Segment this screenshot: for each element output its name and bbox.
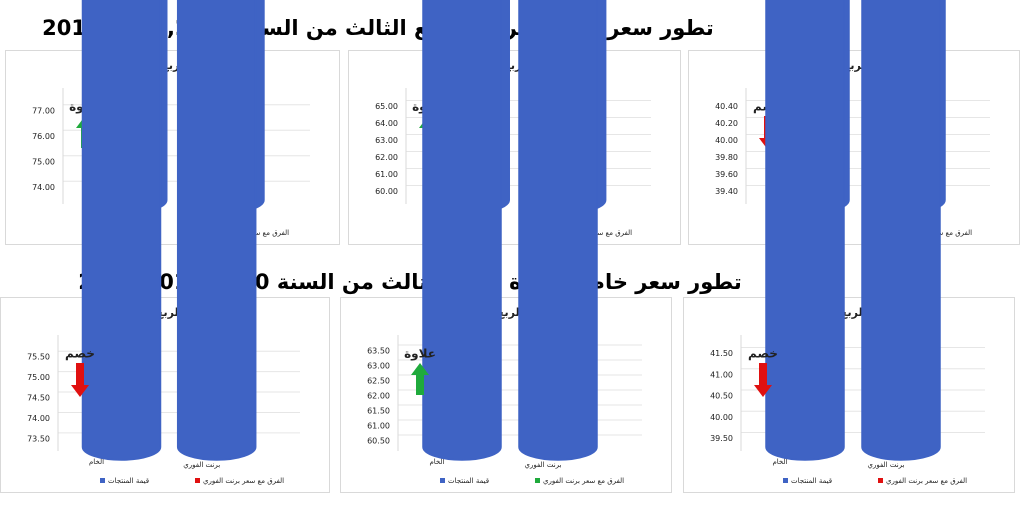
y-tick-label: 75.50 [27, 353, 50, 362]
legend-swatch [783, 478, 788, 483]
legend-swatch [878, 478, 883, 483]
y-tick-label: 62.50 [367, 377, 390, 386]
y-tick-label: 74.50 [27, 394, 50, 403]
chart-panel [0, 297, 330, 493]
y-tick-label: 60.50 [367, 437, 390, 446]
chart-panel [683, 297, 1015, 493]
x-tick-label: الخام [429, 458, 444, 466]
y-tick-label: 41.50 [710, 349, 733, 358]
chart-panel [348, 50, 681, 245]
y-tick-label: 77.00 [32, 106, 55, 115]
cylinder-segment [422, 0, 502, 461]
y-tick-label: 74.00 [32, 183, 55, 192]
annotation: خصم [748, 347, 778, 361]
arrow [71, 363, 89, 397]
arrow [754, 363, 772, 397]
chart-panel [340, 297, 672, 493]
y-tick-label: 61.00 [367, 422, 390, 431]
x-tick-label: الخام [89, 458, 104, 466]
annotation: خصم [65, 347, 95, 361]
y-tick-label: 75.00 [27, 373, 50, 382]
y-tick-label: 40.20 [715, 119, 738, 128]
cylinder-segment [861, 0, 941, 461]
y-tick-label: 75.00 [32, 157, 55, 166]
legend-swatch [535, 478, 540, 483]
cylinder-segment [765, 0, 845, 461]
legend-label: الفرق مع سعر برنت الفوري [886, 477, 967, 485]
y-tick-label: 63.50 [367, 347, 390, 356]
legend-label: قيمة المنتجات [108, 477, 149, 485]
y-tick-label: 63.00 [375, 136, 398, 145]
legend-label: الفرق مع سعر برنت الفوري [543, 477, 624, 485]
legend-swatch [100, 478, 105, 483]
y-tick-label: 62.00 [375, 153, 398, 162]
y-tick-label: 61.50 [367, 407, 390, 416]
y-tick-label: 40.40 [715, 102, 738, 111]
legend-swatch [195, 478, 200, 483]
x-tick-label: برنت الفوري [525, 461, 562, 469]
arrow [411, 363, 429, 395]
y-tick-label: 73.50 [27, 434, 50, 443]
y-tick-label: 39.60 [715, 170, 738, 179]
y-tick-label: 41.00 [710, 370, 733, 379]
chart-panel [5, 50, 340, 245]
y-tick-label: 62.00 [367, 392, 390, 401]
y-tick-label: 39.50 [710, 434, 733, 443]
y-tick-label: 39.40 [715, 187, 738, 196]
annotation: علاوة [404, 347, 436, 362]
legend-swatch [440, 478, 445, 483]
x-tick-label: الخام [772, 458, 787, 466]
y-tick-label: 63.00 [367, 362, 390, 371]
cylinder-segment [81, 0, 162, 461]
y-tick-label: 76.00 [32, 132, 55, 141]
cylinder-segment [176, 0, 257, 461]
chart-panel [688, 50, 1020, 245]
y-tick-label: 61.00 [375, 170, 398, 179]
cylinder-segment [518, 0, 598, 461]
y-tick-label: 40.50 [710, 392, 733, 401]
y-tick-label: 40.00 [715, 136, 738, 145]
x-tick-label: برنت الفوري [183, 461, 220, 469]
y-tick-label: 40.00 [710, 413, 733, 422]
legend-label: قيمة المنتجات [791, 477, 832, 485]
y-tick-label: 60.00 [375, 187, 398, 196]
x-tick-label: برنت الفوري [868, 461, 905, 469]
legend-label: قيمة المنتجات [448, 477, 489, 485]
y-tick-label: 74.00 [27, 414, 50, 423]
y-tick-label: 64.00 [375, 119, 398, 128]
legend-label: الفرق مع سعر برنت الفوري [203, 477, 284, 485]
y-tick-label: 65.00 [375, 102, 398, 111]
y-tick-label: 39.80 [715, 153, 738, 162]
